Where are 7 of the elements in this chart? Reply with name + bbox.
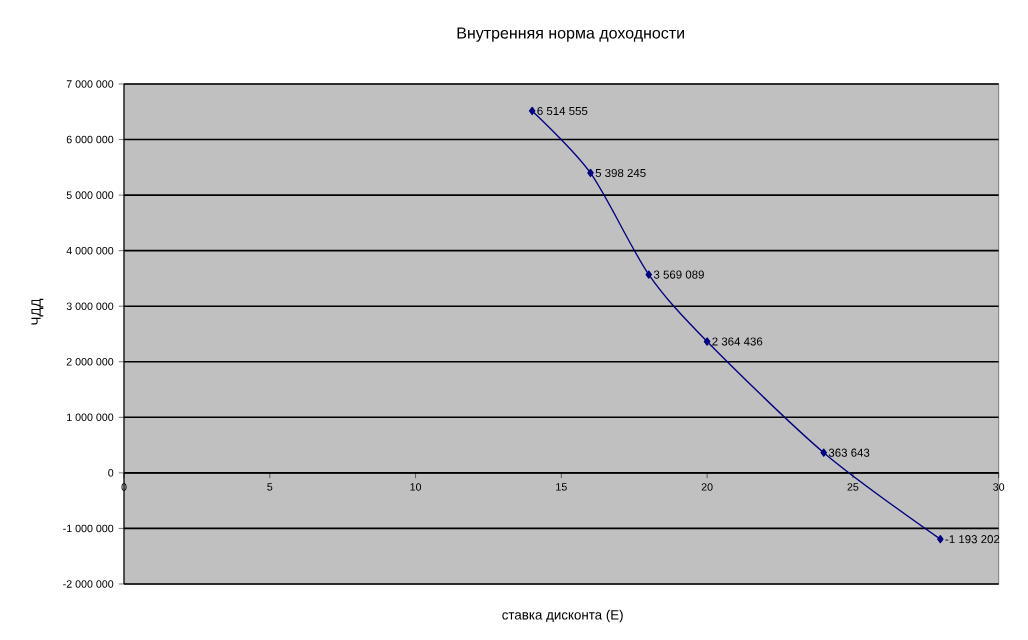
point <box>645 270 653 279</box>
point <box>703 337 711 346</box>
point <box>587 168 594 178</box>
point <box>937 535 944 544</box>
point <box>820 448 827 457</box>
point <box>528 106 536 116</box>
chart-title: Внутренняя норма доходности <box>457 27 684 42</box>
